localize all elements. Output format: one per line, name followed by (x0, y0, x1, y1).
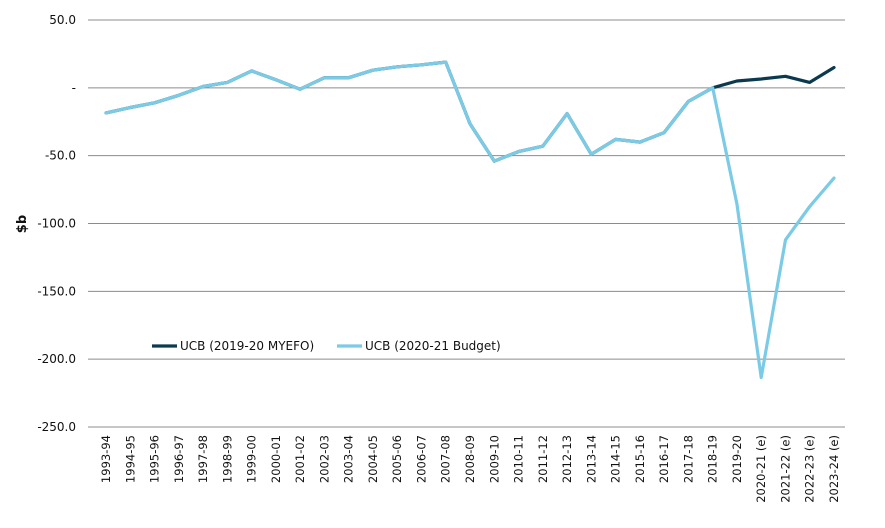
x-tick-label: 2009-10 (487, 435, 501, 483)
x-axis-ticks: 1993-94 1994-95 1995-96 1996-97 1997-98 1998-… (99, 435, 841, 503)
x-tick-label: 2023-24 (e) (827, 435, 841, 503)
x-tick-label: 2016-17 (657, 435, 671, 483)
y-tick-label: -150.0 (37, 284, 76, 298)
x-tick-label: 2008-09 (463, 435, 477, 483)
x-tick-label: 2021-22 (e) (778, 435, 792, 503)
x-tick-label: 1998-99 (220, 435, 234, 483)
series-lines (104, 60, 836, 380)
x-tick-label: 1995-96 (148, 435, 162, 483)
x-tick-label: 2003-04 (342, 435, 356, 483)
x-tick-label: 1999-00 (245, 435, 259, 483)
gridlines (88, 19, 845, 428)
x-tick-label: 2007-08 (439, 435, 453, 483)
x-tick-label: 1993-94 (99, 435, 113, 483)
y-tick-label: -100.0 (37, 217, 76, 231)
legend-label: UCB (2019-20 MYEFO) (180, 339, 314, 353)
y-axis-ticks: 50.0 - -50.0 -100.0 -150.0 -200.0 -250.0 (37, 13, 76, 434)
x-tick-label: 2015-16 (633, 435, 647, 483)
y-tick-label: -250.0 (37, 420, 76, 434)
legend-label: UCB (2020-21 Budget) (365, 339, 501, 353)
x-tick-label: 2002-03 (317, 435, 331, 483)
y-tick-label: -50.0 (45, 149, 76, 163)
x-tick-label: 2010-11 (512, 435, 526, 483)
x-tick-label: 2013-14 (584, 435, 598, 483)
x-tick-label: 2017-18 (681, 435, 695, 483)
x-tick-label: 2019-20 (730, 435, 744, 483)
x-tick-label: 2020-21 (e) (754, 435, 768, 503)
x-tick-label: 2005-06 (390, 435, 404, 483)
x-tick-label: 2022-23 (e) (803, 435, 817, 503)
x-tick-label: 2006-07 (414, 435, 428, 483)
x-tick-label: 2000-01 (269, 435, 283, 483)
x-tick-label: 1997-98 (196, 435, 210, 483)
y-axis-label: $b (15, 215, 30, 233)
y-tick-label: - (72, 81, 76, 95)
x-tick-label: 2014-15 (609, 435, 623, 483)
x-tick-label: 2001-02 (293, 435, 307, 483)
x-tick-label: 1996-97 (172, 435, 186, 483)
x-tick-label: 2012-13 (560, 435, 574, 483)
x-tick-label: 1994-95 (123, 435, 137, 483)
legend: UCB (2019-20 MYEFO) UCB (2020-21 Budget) (152, 339, 501, 353)
y-tick-label: 50.0 (49, 13, 76, 27)
x-tick-label: 2011-12 (536, 435, 550, 483)
series-line (104, 60, 836, 380)
x-tick-label: 2018-19 (706, 435, 720, 483)
y-tick-label: -200.0 (37, 352, 76, 366)
x-tick-label: 2004-05 (366, 435, 380, 483)
